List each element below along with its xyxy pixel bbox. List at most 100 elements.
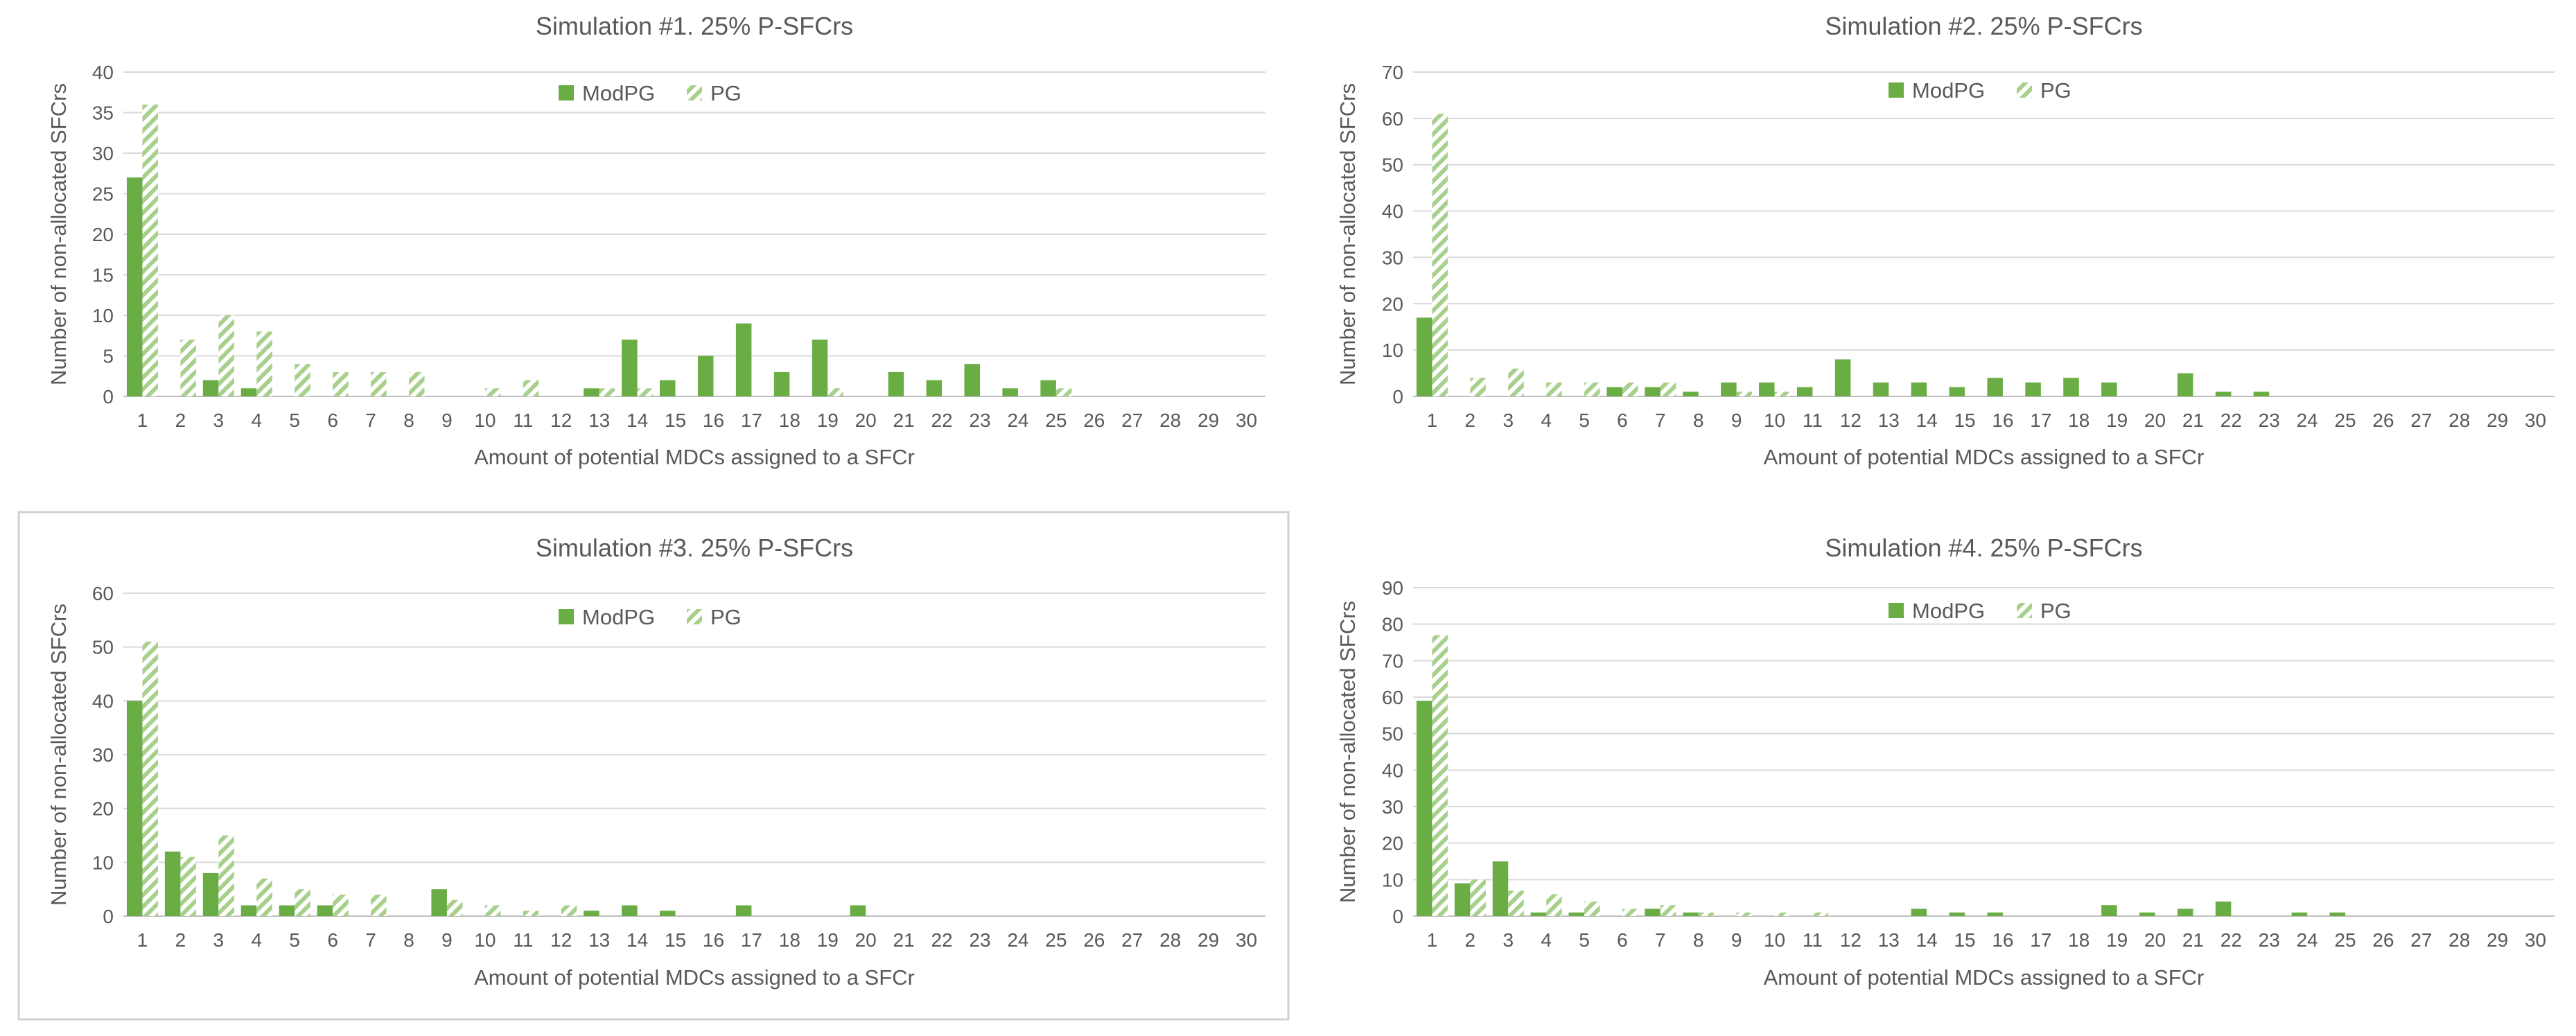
chart-1-y-tick: 25: [92, 184, 114, 205]
chart-3-x-tick: 22: [931, 929, 952, 951]
chart-1-y-tick: 40: [92, 62, 114, 83]
chart-2-bar-pg-2: [1470, 378, 1486, 396]
chart-3-x-tick: 13: [588, 929, 610, 951]
chart-4-bar-modpg-16: [1987, 912, 2003, 916]
chart-2-y-tick: 60: [1382, 108, 1403, 130]
chart-4-bar-pg-10: [1774, 912, 1791, 916]
chart-2-x-axis-label: Amount of potential MDCs assigned to a S…: [1764, 445, 2205, 469]
chart-2-x-tick: 18: [2068, 410, 2089, 431]
chart-2-y-tick: 70: [1382, 62, 1403, 83]
chart-4-x-tick: 2: [1465, 929, 1476, 951]
chart-1-x-tick: 12: [550, 410, 572, 431]
chart-1-x-tick: 19: [817, 410, 839, 431]
chart-2-bar-pg-1: [1432, 114, 1448, 396]
chart-1: Simulation #1. 25% P-SFCrs05101520253035…: [46, 12, 1265, 469]
chart-2-legend: ModPG PG: [1889, 78, 2071, 103]
chart-2-bar-modpg-8: [1683, 392, 1699, 396]
chart-1-x-tick: 29: [1198, 410, 1219, 431]
chart-3-bar-modpg-13: [584, 911, 599, 916]
chart-2-x-tick: 23: [2259, 410, 2280, 431]
chart-1-legend-label-modpg: ModPG: [582, 81, 655, 105]
chart-1-bar-modpg-13: [584, 388, 599, 396]
chart-1-legend-label-pg: PG: [710, 81, 742, 105]
chart-1-y-tick: 15: [92, 265, 114, 286]
chart-2-x-tick: 10: [1764, 410, 1785, 431]
chart-3-bar-pg-5: [295, 889, 310, 916]
chart-3-x-tick: 25: [1045, 929, 1067, 951]
chart-1-x-tick: 8: [403, 410, 414, 431]
chart-4-bar-pg-11: [1812, 912, 1828, 916]
chart-4-x-tick: 29: [2487, 929, 2508, 951]
chart-1-x-tick: 9: [441, 410, 453, 431]
chart-2-bar-modpg-13: [1873, 382, 1889, 396]
chart-2-x-tick: 29: [2487, 410, 2508, 431]
chart-4-x-tick: 26: [2372, 929, 2394, 951]
chart-2-x-tick: 15: [1954, 410, 1975, 431]
chart-1-x-tick: 20: [855, 410, 877, 431]
chart-2-bar-modpg-9: [1721, 382, 1737, 396]
chart-4-x-tick: 27: [2410, 929, 2432, 951]
chart-4-x-tick: 3: [1502, 929, 1514, 951]
chart-2-x-tick: 4: [1541, 410, 1552, 431]
chart-3-x-tick: 28: [1159, 929, 1181, 951]
chart-2-bar-modpg-19: [2101, 382, 2117, 396]
chart-4-y-axis-label: Number of non-allocated SFCrs: [1335, 601, 1360, 903]
chart-3-x-tick: 19: [817, 929, 839, 951]
chart-4-y-tick: 70: [1382, 650, 1403, 671]
chart-2-x-tick: 9: [1731, 410, 1742, 431]
chart-4-bar-modpg-22: [2215, 901, 2232, 916]
chart-4-x-tick: 19: [2106, 929, 2128, 951]
chart-2-bar-pg-3: [1508, 368, 1524, 396]
chart-3-bar-pg-3: [218, 835, 234, 916]
chart-3-frame[interactable]: [17, 511, 1290, 1021]
chart-4-x-axis-label: Amount of potential MDCs assigned to a S…: [1764, 965, 2205, 990]
chart-3-bar-pg-4: [256, 878, 272, 916]
chart-4-bar-modpg-3: [1492, 861, 1509, 916]
chart-4-y-tick: 80: [1382, 614, 1403, 635]
chart-2-bar-modpg-10: [1759, 382, 1775, 396]
chart-4-bar-modpg-14: [1911, 908, 1927, 916]
chart-1-bar-modpg-22: [926, 380, 943, 396]
chart-3-bar-modpg-4: [240, 905, 257, 916]
chart-1-bar-modpg-1: [126, 177, 143, 396]
chart-3-x-tick: 24: [1007, 929, 1028, 951]
chart-1-bar-modpg-4: [240, 388, 257, 396]
chart-3-x-tick: 2: [175, 929, 186, 951]
chart-3-bar-modpg-3: [202, 872, 219, 916]
chart-1-y-tick: 0: [103, 386, 114, 407]
chart-4-bar-modpg-8: [1683, 912, 1699, 916]
chart-4-x-tick: 6: [1617, 929, 1628, 951]
chart-1-bar-pg-4: [256, 331, 272, 396]
chart-2-y-tick: 40: [1382, 201, 1403, 222]
chart-2-bar-modpg-11: [1796, 387, 1813, 396]
chart-3-legend-swatch-modpg: [559, 609, 574, 624]
chart-1-bar-pg-11: [523, 380, 539, 396]
chart-1-bar-pg-2: [180, 340, 196, 396]
chart-1-x-tick: 5: [289, 410, 300, 431]
chart-2-x-tick: 11: [1803, 410, 1823, 431]
chart-2-legend-label-pg: PG: [2040, 78, 2071, 103]
chart-1-x-tick: 13: [588, 410, 610, 431]
chart-4-bar-modpg-1: [1416, 701, 1432, 916]
chart-2-x-tick: 27: [2410, 410, 2432, 431]
chart-1-bar-modpg-17: [735, 323, 752, 396]
chart-1-bar-pg-1: [142, 104, 158, 397]
chart-4-x-tick: 12: [1840, 929, 1861, 951]
chart-1-x-tick: 21: [893, 410, 915, 431]
chart-3-x-tick: 5: [289, 929, 300, 951]
chart-1-bar-pg-19: [827, 388, 843, 396]
chart-2-bar-pg-6: [1622, 382, 1638, 396]
chart-2-bar-pg-7: [1660, 382, 1676, 396]
chart-4-x-tick: 18: [2068, 929, 2089, 951]
chart-3-x-tick: 26: [1083, 929, 1105, 951]
chart-3-x-tick: 7: [365, 929, 376, 951]
chart-2-title: Simulation #2. 25% P-SFCrs: [1825, 12, 2142, 40]
chart-4-x-tick: 7: [1655, 929, 1666, 951]
chart-4-y-tick: 40: [1382, 760, 1403, 781]
chart-4-legend-swatch-modpg: [1889, 603, 1904, 618]
chart-2-bar-modpg-21: [2177, 373, 2193, 396]
chart-1-x-axis-label: Amount of potential MDCs assigned to a S…: [474, 445, 915, 469]
chart-1-y-axis-label: Number of non-allocated SFCrs: [46, 83, 71, 385]
chart-4-x-tick: 9: [1731, 929, 1742, 951]
chart-4-x-tick: 17: [2030, 929, 2051, 951]
